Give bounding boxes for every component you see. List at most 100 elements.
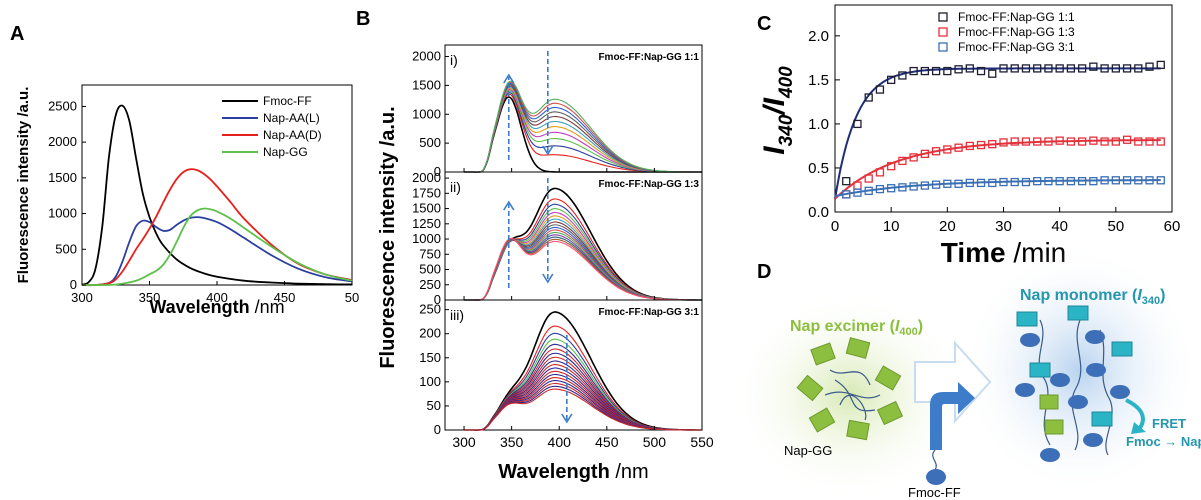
- data-point: [965, 178, 974, 188]
- arrowhead-icon: [503, 200, 515, 211]
- data-point: [931, 180, 941, 189]
- chart-b-xlabel-unit: /nm: [610, 461, 649, 483]
- monomer-label-i: I: [1137, 287, 1142, 304]
- x-tick-label: 300: [71, 290, 93, 305]
- nap-block: [796, 374, 824, 402]
- y-tick-label: 2.0: [808, 28, 829, 45]
- x-tick-label: 550: [690, 434, 714, 450]
- data-point: [1145, 137, 1154, 146]
- series-line: [463, 81, 702, 173]
- y-tick-label: 2000: [412, 170, 441, 185]
- nap-block: [808, 407, 836, 433]
- data-point: [853, 119, 862, 129]
- x-tick-label: 350: [139, 290, 161, 305]
- data-point: [1021, 137, 1031, 146]
- data-point: [1122, 176, 1132, 185]
- data-point: [999, 64, 1008, 73]
- data-point: [999, 138, 1008, 147]
- data-point: [1111, 64, 1120, 73]
- subplot-index: ii): [450, 179, 461, 195]
- nap-monomer-block: [1111, 341, 1133, 357]
- series-line-nap-aa-d-: [81, 168, 353, 287]
- data-point: [1100, 137, 1109, 146]
- excimer-label-sub: 400: [899, 326, 917, 338]
- fmoc-molecule-icon: [1086, 363, 1106, 377]
- x-tick-label: 450: [274, 290, 296, 305]
- x-tick-label: 40: [1051, 218, 1068, 235]
- data-point: [898, 156, 907, 166]
- y-tick-label: 0.0: [808, 204, 829, 221]
- data-point: [1044, 137, 1053, 146]
- data-point: [1010, 177, 1019, 187]
- data-point: [1033, 137, 1042, 146]
- data-point: [898, 183, 907, 192]
- data-point: [864, 93, 873, 102]
- data-point: [842, 177, 851, 186]
- data-point: [1089, 136, 1098, 145]
- chart-c-ylabel-sub1: 340: [776, 114, 797, 146]
- data-point: [1111, 176, 1120, 185]
- data-point: [1055, 136, 1064, 145]
- monomer-glow: [960, 245, 1200, 495]
- y-tick-label: 250: [419, 302, 441, 317]
- x-tick-label: 20: [939, 218, 956, 235]
- arrowhead-icon: [503, 73, 515, 84]
- legend-label: Nap-GG: [263, 145, 308, 159]
- data-point: [1044, 64, 1053, 73]
- fmoc-molecule-icon: [1015, 383, 1035, 397]
- fmoc-molecule-icon: [1083, 433, 1103, 447]
- data-point: [943, 145, 952, 154]
- data-point: [954, 179, 963, 188]
- panel-label-b: B: [356, 8, 370, 30]
- data-point: [988, 69, 997, 78]
- y-tick-label: 0: [434, 422, 441, 437]
- chart-b-subplot-1: 0 500 1000 1500 2000 i) Fmoc-FF:Nap-GG 1:1: [412, 44, 703, 179]
- y-tick-label: 1500: [412, 201, 441, 216]
- chart-a-xlabel-main: Wavelength: [149, 297, 249, 317]
- series-line: [463, 238, 702, 301]
- series-line: [463, 80, 702, 173]
- x-tick-label: 60: [1164, 218, 1181, 235]
- series-line-nap-aa-l-: [81, 216, 353, 287]
- y-tick-label: 500: [55, 241, 77, 256]
- chart-c: 0 10 20 30 40 50 60 0.0 0.5 1.0 1.5 2.0 Fmoc-FF:Nap…: [758, 4, 1181, 268]
- subplot-title: Fmoc-FF:Nap-GG 1:1: [598, 52, 699, 63]
- y-tick-label: 1000: [412, 106, 441, 121]
- nap-block: [810, 342, 836, 366]
- y-tick-label: 200: [419, 326, 441, 341]
- fmoc-molecule-icon: [1050, 373, 1070, 387]
- data-point: [1156, 137, 1165, 146]
- chart-a-legend: Fmoc-FF Nap-AA(L) Nap-AA(D) Nap-GG: [222, 94, 322, 159]
- x-tick-label: 300: [452, 434, 476, 450]
- data-point: [898, 71, 907, 80]
- excimer-label-close: ): [918, 318, 923, 335]
- chart-b-xlabel-main: Wavelength: [498, 461, 610, 483]
- monomer-label: Nap monomer (I340): [1020, 287, 1165, 307]
- subplot-frame: [444, 299, 703, 431]
- legend-label: Fmoc-FF:Nap-GG 1:1: [958, 10, 1075, 24]
- x-tick-label: 30: [995, 218, 1012, 235]
- chart-a-ylabel: Fluorescence intensity /a.u.: [15, 87, 32, 284]
- y-tick-label: 1.5: [808, 72, 829, 89]
- fmoc-molecule-icon: [1085, 330, 1105, 344]
- nap-block: [846, 419, 870, 441]
- y-tick-label: 1.0: [808, 116, 829, 133]
- data-point: [976, 66, 986, 76]
- legend-label: Fmoc-FF:Nap-GG 3:1: [958, 40, 1075, 54]
- fmoc-molecule-icon: [1110, 385, 1130, 399]
- y-tick-label: 0: [434, 164, 441, 179]
- data-point: [1134, 176, 1143, 185]
- monomer-label-close: ): [1160, 287, 1165, 304]
- series-line-nap-gg: [81, 207, 353, 286]
- data-point: [875, 85, 885, 94]
- panel-label-c: C: [757, 13, 771, 35]
- fmoc-molecule-icon: [1020, 333, 1040, 347]
- data-point: [1156, 176, 1165, 185]
- chart-a-xlabel: Wavelength /nm: [149, 297, 284, 317]
- fmoc-ff-molecule-icon: [926, 469, 946, 485]
- chart-c-ylabel-sub2: 400: [776, 66, 797, 99]
- x-tick-label: 450: [595, 434, 619, 450]
- data-point: [1100, 64, 1109, 73]
- data-point: [1100, 176, 1109, 185]
